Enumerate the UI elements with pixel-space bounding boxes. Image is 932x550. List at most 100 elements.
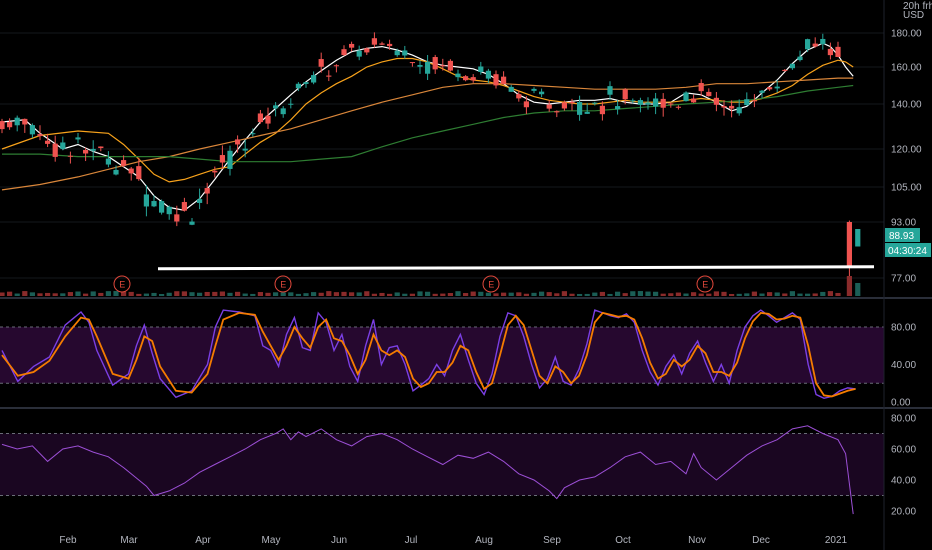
- earnings-event-marker[interactable]: [274, 275, 292, 293]
- candle-body: [782, 69, 788, 71]
- stochastic-lines: [1, 309, 856, 400]
- candle-body: [855, 229, 861, 247]
- candle-body: [45, 140, 51, 144]
- volume-bar: [166, 292, 172, 296]
- candle-body: [295, 83, 301, 89]
- earnings-event-marker[interactable]: [113, 275, 131, 293]
- sma-slow-line: [1, 77, 854, 191]
- volume-bar: [485, 292, 491, 296]
- earnings-event-marker[interactable]: [696, 275, 714, 293]
- volume-bar: [698, 293, 704, 296]
- volume-bar: [136, 293, 142, 296]
- volume-bar: [789, 291, 795, 296]
- candle-body: [356, 50, 362, 57]
- candle-body: [501, 76, 507, 84]
- candle-body: [121, 160, 127, 166]
- candle-body: [311, 75, 317, 83]
- candle-body: [744, 99, 750, 106]
- candle-body: [159, 201, 165, 213]
- earnings-event-marker[interactable]: [482, 275, 500, 293]
- candle-body: [736, 107, 742, 114]
- volume-bar: [592, 292, 598, 296]
- candle-body: [212, 170, 218, 173]
- rsi-tick-label: 20.00: [891, 507, 916, 518]
- price-tick-label: 120.00: [891, 145, 922, 156]
- volume-bar: [721, 291, 727, 296]
- candle-body: [653, 98, 659, 107]
- volume-bar: [227, 292, 233, 296]
- rsi-lines: [1, 425, 854, 515]
- candle-body: [227, 150, 233, 169]
- volume-bar: [531, 292, 537, 296]
- volume-bar: [273, 292, 279, 296]
- volume-bar: [425, 291, 431, 296]
- volume-bar: [660, 293, 666, 296]
- volume-bar: [303, 293, 309, 296]
- volume-bar: [417, 291, 423, 296]
- candle-body: [303, 82, 309, 84]
- volume-bar: [516, 292, 522, 296]
- candle-body: [660, 98, 666, 108]
- price-tick-label: 160.00: [891, 63, 922, 74]
- candle-body: [569, 101, 575, 104]
- stochastic-band: [0, 327, 884, 384]
- volume-bar: [311, 292, 317, 296]
- candle-body: [440, 65, 446, 67]
- candle-body: [417, 65, 423, 67]
- volume-bar: [767, 292, 773, 296]
- candle-body: [318, 59, 324, 67]
- candle-body: [364, 48, 370, 53]
- volume-bar: [7, 291, 13, 296]
- candle-body: [706, 91, 712, 97]
- candle-body: [197, 199, 203, 203]
- volume-bar: [318, 292, 324, 296]
- volume-bar: [113, 291, 119, 296]
- candle-body: [29, 125, 35, 135]
- candle-body: [478, 66, 484, 72]
- support-line[interactable]: [157, 265, 875, 271]
- volume-bar: [440, 293, 446, 296]
- earnings-event-label: E: [119, 280, 125, 290]
- candle-body: [539, 91, 545, 95]
- stoch-tick-label: 80.00: [891, 323, 916, 334]
- volume-bar: [622, 293, 628, 296]
- candle-body: [333, 65, 339, 67]
- volume-bar: [706, 293, 712, 296]
- volume-bar: [387, 293, 393, 296]
- volume-bar: [250, 293, 256, 296]
- volume-bar: [820, 291, 826, 296]
- rsi-tick-label: 60.00: [891, 445, 916, 456]
- volume-bar: [22, 291, 28, 296]
- volume-bar: [508, 292, 514, 296]
- candle-body: [827, 48, 833, 56]
- volume-bar: [75, 291, 81, 296]
- volume-bar: [0, 292, 5, 296]
- volume-bar: [470, 291, 476, 296]
- volume-bar: [812, 293, 818, 296]
- volume-bar: [364, 291, 370, 296]
- volume-bar: [554, 293, 560, 296]
- candle-body: [751, 100, 757, 102]
- candle-body: [326, 75, 332, 77]
- volume-bar: [668, 293, 674, 296]
- volume-bar: [371, 293, 377, 296]
- rsi-axis: 80.00 60.00 40.00 20.00: [891, 414, 916, 518]
- candle-body: [721, 106, 727, 108]
- volume-bar: [98, 292, 104, 296]
- volume-bar: [455, 291, 461, 296]
- rsi-tick-label: 80.00: [891, 414, 916, 425]
- time-tick-label: Sep: [543, 535, 561, 546]
- candlesticks[interactable]: [0, 32, 861, 278]
- candle-body: [181, 202, 187, 211]
- last-price-tag: [885, 228, 920, 242]
- time-axis: Feb Mar Apr May Jun Jul Aug Sep Oct Nov Dec 2021: [59, 535, 847, 546]
- currency-unit: USD: [903, 10, 924, 21]
- sma-long-line: [2, 84, 854, 163]
- volume-bar: [174, 291, 180, 296]
- candle-body: [83, 149, 89, 154]
- volume-bar: [394, 292, 400, 296]
- volume-bar: [577, 293, 583, 296]
- candle-body: [22, 118, 28, 125]
